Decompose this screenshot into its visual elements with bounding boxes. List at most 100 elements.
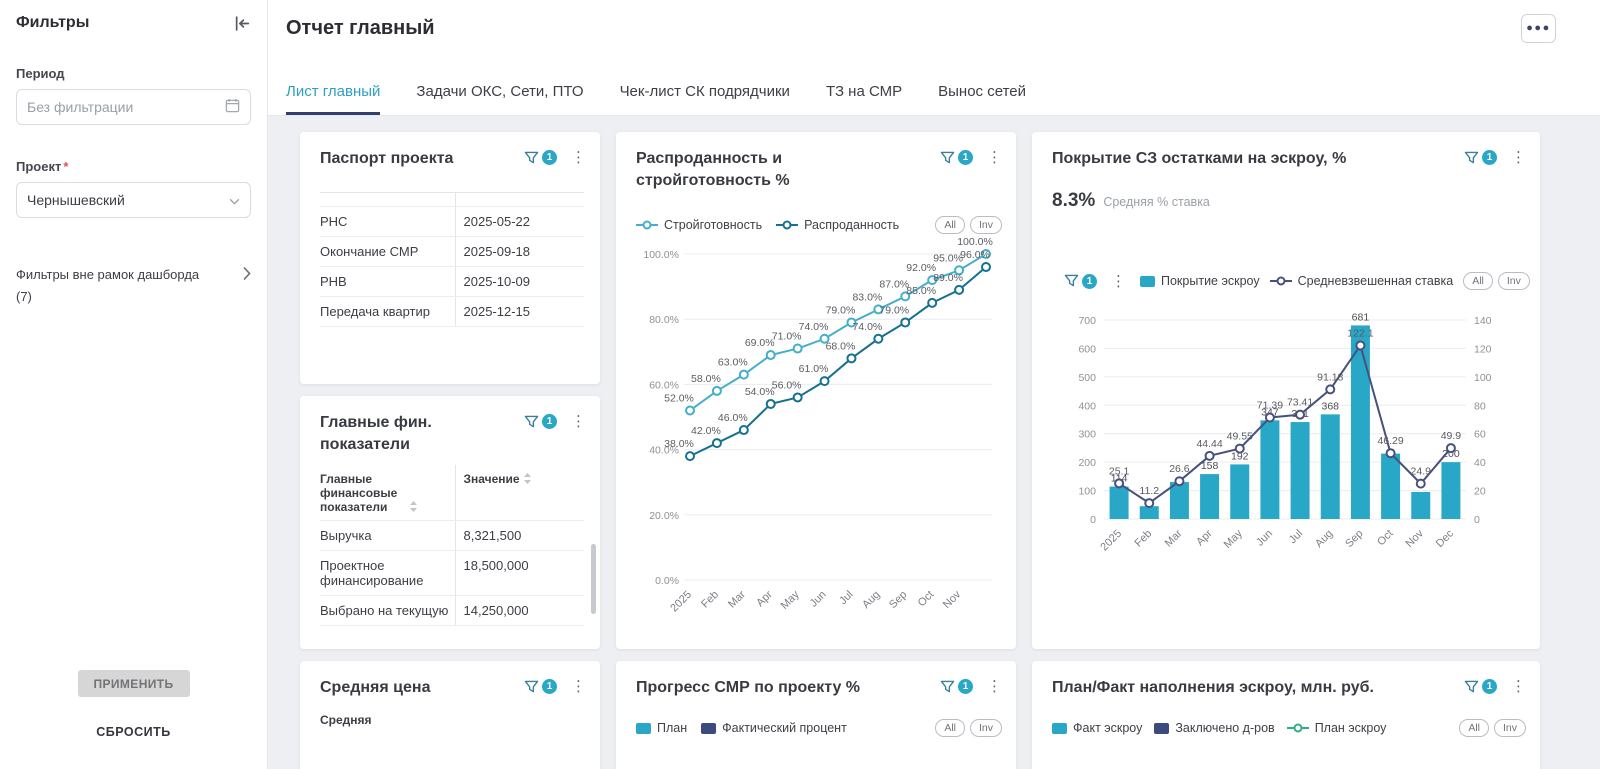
kebab-menu-icon[interactable]: ⋮ <box>571 678 586 695</box>
svg-text:Sep: Sep <box>887 589 909 611</box>
svg-text:Jun: Jun <box>1254 528 1275 549</box>
column-header <box>320 192 456 207</box>
card-passport-project: Паспорт проекта 1 ⋮ РНС 2025-05-22 Окончан… <box>300 132 600 384</box>
legend-item[interactable]: Заключено д-ров <box>1154 721 1275 735</box>
svg-text:192: 192 <box>1231 450 1249 462</box>
inv-pill[interactable]: Inv <box>969 216 1002 234</box>
kebab-menu-icon[interactable]: ⋮ <box>987 149 1002 166</box>
legend-item[interactable]: Распроданность <box>776 218 899 232</box>
filter-icon[interactable]: 1 <box>940 679 973 694</box>
svg-text:95.0%: 95.0% <box>933 252 963 264</box>
table-header-row: Главные финансовые показатели Значение <box>320 465 584 522</box>
filter-icon[interactable]: 1 <box>524 150 557 165</box>
filter-icon[interactable]: 1 <box>940 150 973 165</box>
svg-text:89.0%: 89.0% <box>933 272 963 284</box>
period-input[interactable]: Без фильтрации <box>16 89 251 125</box>
svg-text:Aug: Aug <box>1313 528 1335 550</box>
svg-text:Dec: Dec <box>1434 527 1457 550</box>
column-header <box>455 192 584 207</box>
svg-text:0.0%: 0.0% <box>655 575 679 587</box>
card-fin-indicators: Главные фин. показатели 1 ⋮ Главные фина… <box>300 396 600 649</box>
svg-text:2025: 2025 <box>1098 528 1124 554</box>
tab-3[interactable]: ТЗ на СМР <box>825 83 903 100</box>
inv-pill[interactable]: Inv <box>1493 719 1526 737</box>
svg-text:May: May <box>1222 527 1246 551</box>
legend-label: План <box>657 721 688 735</box>
apply-button[interactable]: ПРИМЕНИТЬ <box>77 670 190 697</box>
row-label: РНС <box>320 206 456 237</box>
kebab-menu-icon[interactable]: ⋮ <box>1511 149 1526 166</box>
card-title: Распроданность и стройготовность % <box>636 150 790 189</box>
card-average-price: Средняя цена 1 ⋮ Средняя <box>300 661 600 769</box>
svg-text:May: May <box>779 588 803 612</box>
row-value: 18,500,000 <box>455 550 584 597</box>
reset-button[interactable]: СБРОСИТЬ <box>96 725 171 739</box>
column-header[interactable]: Главные финансовые показатели <box>320 465 456 522</box>
legend-item[interactable]: План <box>636 721 687 735</box>
svg-text:120: 120 <box>1474 343 1492 355</box>
row-label: Выручка <box>320 520 456 552</box>
all-pill[interactable]: All <box>935 216 965 234</box>
svg-text:Apr: Apr <box>754 588 775 609</box>
svg-text:79.0%: 79.0% <box>826 304 856 316</box>
inv-pill[interactable]: Inv <box>969 719 1002 737</box>
kebab-menu-icon[interactable]: ⋮ <box>571 413 586 430</box>
all-pill[interactable]: All <box>1459 719 1489 737</box>
table-row: РНВ 2025-10-09 <box>320 266 584 297</box>
svg-text:2025: 2025 <box>668 589 694 615</box>
all-pill[interactable]: All <box>935 719 965 737</box>
filter-icon[interactable]: 1 <box>1464 150 1497 165</box>
legend-controls: All Inv <box>935 719 1002 737</box>
legend-label: План эскроу <box>1314 721 1387 735</box>
column-header[interactable]: Значение <box>455 465 584 522</box>
row-label: Проектное финансирование <box>320 550 456 597</box>
more-options-button[interactable]: ●●● <box>1521 14 1556 43</box>
all-pill[interactable]: All <box>1463 272 1493 290</box>
main-area: Отчет главный ●●● Лист главный Задачи ОКС… <box>268 0 1600 769</box>
svg-text:60.0%: 60.0% <box>649 379 679 391</box>
legend-label: Фактический процент <box>722 721 847 735</box>
filter-icon[interactable]: 1 <box>1464 679 1497 694</box>
filter-icon[interactable]: 1 <box>1064 273 1097 289</box>
svg-text:74.0%: 74.0% <box>852 321 882 333</box>
project-select[interactable]: Чернышевский <box>16 182 251 218</box>
svg-text:96.0%: 96.0% <box>960 249 990 261</box>
filter-count-badge: 1 <box>542 150 557 165</box>
legend-item[interactable]: План эскроу <box>1286 721 1387 735</box>
tab-2[interactable]: Чек-лист СК подрядчики <box>619 83 790 100</box>
inv-pill[interactable]: Inv <box>1497 272 1530 290</box>
svg-text:Jul: Jul <box>837 589 855 607</box>
svg-text:69.0%: 69.0% <box>745 337 775 349</box>
collapse-sidebar-icon[interactable] <box>234 15 251 32</box>
tab-4[interactable]: Вынос сетей <box>938 83 1026 100</box>
topbar: Отчет главный ●●● Лист главный Задачи ОКС… <box>268 0 1600 116</box>
tab-1[interactable]: Задачи ОКС, Сети, ПТО <box>416 83 584 100</box>
legend-item[interactable]: Факт эскроу <box>1052 721 1142 735</box>
svg-text:25.1: 25.1 <box>1109 465 1130 477</box>
filter-count-badge: 1 <box>1482 679 1497 694</box>
kebab-menu-icon[interactable]: ⋮ <box>571 149 586 166</box>
legend-item[interactable]: Покрытие эскроу <box>1140 274 1260 288</box>
svg-text:500: 500 <box>1078 372 1096 384</box>
kebab-menu-icon[interactable]: ⋮ <box>1511 678 1526 695</box>
legend-item[interactable]: Фактический процент <box>701 721 847 735</box>
filters-title: Фильтры <box>16 14 90 31</box>
kebab-menu-icon[interactable]: ⋮ <box>1111 272 1126 290</box>
calendar-icon <box>225 98 240 116</box>
svg-text:56.0%: 56.0% <box>772 379 802 391</box>
legend-item[interactable]: Средневзвешенная ставка <box>1269 274 1453 288</box>
filter-icon[interactable]: 1 <box>524 679 557 694</box>
svg-text:600: 600 <box>1078 343 1096 355</box>
filter-count-badge: 1 <box>542 679 557 694</box>
tab-0[interactable]: Лист главный <box>286 83 381 115</box>
required-mark: * <box>63 159 69 174</box>
filter-icon[interactable]: 1 <box>524 414 557 429</box>
kebab-menu-icon[interactable]: ⋮ <box>987 678 1002 695</box>
outer-filters-link[interactable]: Фильтры вне рамок дашборда (7) <box>16 264 251 308</box>
legend-item[interactable]: Стройготовность <box>636 218 762 232</box>
legend-label: Факт эскроу <box>1073 721 1143 735</box>
row-label: Передача квартир <box>320 296 456 327</box>
svg-text:200: 200 <box>1442 448 1460 460</box>
outer-filters-count: (7) <box>16 289 32 305</box>
scrollbar[interactable] <box>591 544 596 614</box>
